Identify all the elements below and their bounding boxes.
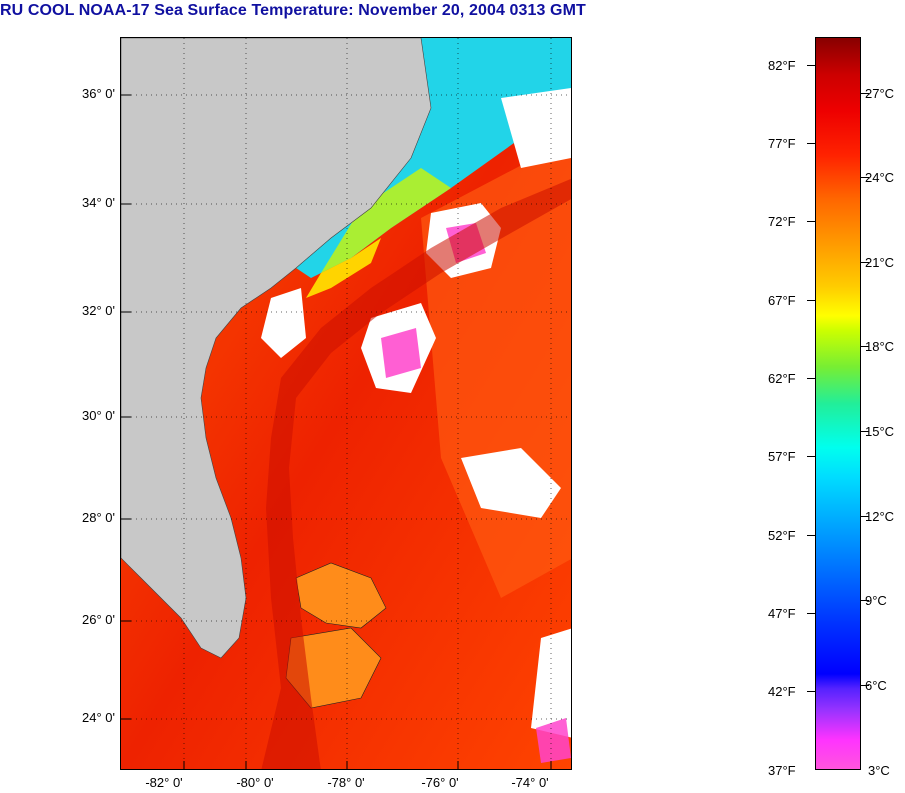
- f-label: 57°F: [768, 449, 796, 464]
- lon-label: -76° 0': [421, 775, 459, 790]
- lat-label: 28° 0': [82, 510, 115, 525]
- f-tick: [807, 535, 815, 536]
- f-label: 82°F: [768, 58, 796, 73]
- c-label: 3°C: [868, 763, 890, 778]
- cloud-patches: [261, 88, 571, 738]
- f-label: 67°F: [768, 293, 796, 308]
- c-label: 9°C: [865, 593, 887, 608]
- f-label: 62°F: [768, 371, 796, 386]
- lon-label: -82° 0': [145, 775, 183, 790]
- f-tick: [807, 378, 815, 379]
- c-tick: [861, 600, 869, 601]
- f-tick: [807, 691, 815, 692]
- c-label: 21°C: [865, 255, 895, 270]
- graticule: [121, 38, 571, 769]
- lon-label: -78° 0': [327, 775, 365, 790]
- f-label: 72°F: [768, 214, 796, 229]
- f-tick: [807, 613, 815, 614]
- lat-label: 34° 0': [82, 195, 115, 210]
- c-label: 24°C: [865, 170, 895, 185]
- coastal-green-band: [321, 168, 451, 273]
- f-tick: [807, 300, 815, 301]
- gulf-stream: [261, 178, 571, 769]
- f-label: 77°F: [768, 136, 796, 151]
- c-tick: [861, 516, 869, 517]
- sst-map: [120, 37, 572, 770]
- f-label: 52°F: [768, 528, 796, 543]
- lat-label: 26° 0': [82, 612, 115, 627]
- lat-label: 30° 0': [82, 408, 115, 423]
- c-label: 12°C: [865, 509, 895, 524]
- temperature-colorbar: [815, 37, 861, 770]
- sst-map-image: [121, 38, 571, 769]
- lat-label: 36° 0': [82, 86, 115, 101]
- c-label: 18°C: [865, 339, 895, 354]
- c-tick: [861, 431, 869, 432]
- f-label: 37°F: [768, 763, 796, 778]
- frame-ticks: [121, 94, 552, 769]
- lon-label: -80° 0': [236, 775, 274, 790]
- c-tick: [861, 346, 869, 347]
- c-label: 15°C: [865, 424, 895, 439]
- f-tick: [807, 143, 815, 144]
- land-us-florida: [121, 38, 432, 659]
- f-tick: [807, 221, 815, 222]
- lat-label: 24° 0': [82, 710, 115, 725]
- c-tick: [861, 93, 869, 94]
- lat-label: 32° 0': [82, 303, 115, 318]
- bahamas-bank: [295, 562, 387, 629]
- f-label: 47°F: [768, 606, 796, 621]
- lon-label: -74° 0': [511, 775, 549, 790]
- f-tick: [807, 65, 815, 66]
- c-tick: [861, 177, 869, 178]
- coastal-yellow-band: [306, 238, 381, 298]
- c-label: 27°C: [865, 86, 895, 101]
- f-tick: [807, 456, 815, 457]
- map-title: RU COOL NOAA-17 Sea Surface Temperature:…: [0, 2, 586, 19]
- c-label: 6°C: [865, 678, 887, 693]
- c-tick: [861, 685, 869, 686]
- c-tick: [861, 262, 869, 263]
- f-label: 42°F: [768, 684, 796, 699]
